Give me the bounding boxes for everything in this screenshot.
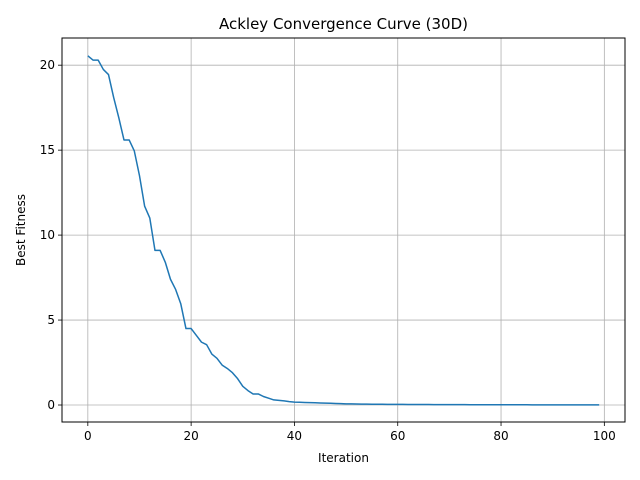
y-tick-label: 5 — [47, 313, 55, 327]
line-layer — [87, 55, 600, 406]
grid-layer — [62, 38, 625, 422]
y-tick-label: 0 — [47, 398, 55, 412]
y-tick-label: 10 — [40, 228, 55, 242]
plot-frame — [61, 37, 626, 423]
tick-layer: 0 20 40 60 80 100 0 5 10 15 20 — [40, 58, 616, 443]
x-tick-label: 0 — [84, 429, 92, 443]
x-tick-label: 80 — [493, 429, 508, 443]
y-tick-label: 15 — [40, 143, 55, 157]
series-line — [87, 55, 600, 406]
x-tick-label: 40 — [287, 429, 302, 443]
y-tick-label: 20 — [40, 58, 55, 72]
x-tick-label: 100 — [593, 429, 616, 443]
x-axis-label: Iteration — [318, 451, 369, 465]
chart-title: Ackley Convergence Curve (30D) — [219, 15, 468, 33]
x-tick-label: 60 — [390, 429, 405, 443]
y-axis-label: Best Fitness — [14, 194, 28, 266]
x-tick-label: 20 — [183, 429, 198, 443]
